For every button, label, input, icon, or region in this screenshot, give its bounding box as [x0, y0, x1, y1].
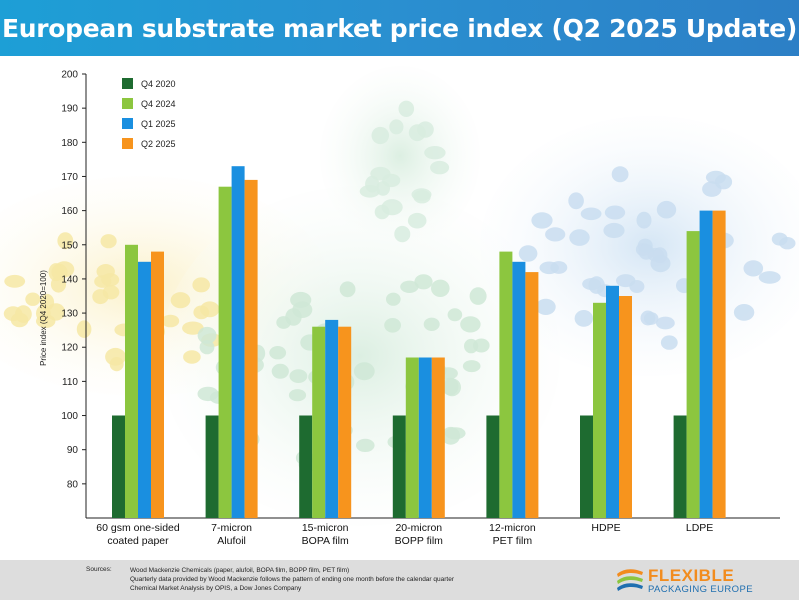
sources-label: Sources:: [86, 566, 112, 573]
y-tick-label: 100: [61, 411, 78, 422]
source-line: Chemical Market Analysis by OPIS, a Dow …: [130, 585, 302, 592]
logo-swoosh-icon: [617, 569, 643, 591]
y-tick-label: 140: [61, 274, 78, 285]
flexible-packaging-europe-logo: FLEXIBLE PACKAGING EUROPE: [616, 564, 756, 596]
category-label: BOPA film: [302, 535, 349, 547]
footer: Sources: Wood Mackenzie Chemicals (paper…: [0, 560, 799, 600]
y-tick-label: 90: [67, 445, 79, 456]
category-label: coated paper: [107, 535, 169, 547]
bar-q4-2024: [218, 186, 232, 518]
bar-q4-2024: [405, 357, 419, 518]
bar-q1-2025: [699, 210, 713, 518]
y-tick-label: 170: [61, 172, 78, 183]
bar-q2-2025: [619, 296, 632, 518]
bar-q4-2020: [580, 415, 593, 518]
bar-q2-2025: [151, 251, 164, 518]
y-tick-label: 80: [67, 479, 79, 490]
legend-swatch: [122, 138, 133, 149]
logo-text-flexible: FLEXIBLE: [648, 566, 735, 585]
y-axis-label: Price index (Q4 2020=100): [39, 270, 48, 366]
bar-q4-2020: [299, 415, 313, 518]
bar-q4-2024: [499, 251, 513, 518]
y-tick-label: 110: [62, 377, 78, 388]
category-label: LDPE: [686, 522, 713, 534]
y-tick-label: 120: [61, 343, 78, 354]
legend-swatch: [122, 78, 133, 89]
legend-label: Q4 2024: [141, 99, 176, 109]
bar-chart: 80 90 100 110 120 130 140 150 160 170 180 190 200 Pr…: [39, 70, 780, 547]
category-label: Alufoil: [217, 535, 246, 547]
category-label: 15-micron: [302, 522, 349, 534]
bar-q2-2025: [525, 272, 539, 518]
source-line: Wood Mackenzie Chemicals (paper, alufoil…: [130, 567, 350, 574]
legend-label: Q2 2025: [141, 139, 176, 149]
source-line: Quarterly data provided by Wood Mackenzi…: [130, 576, 454, 583]
bar-q4-2020: [486, 415, 500, 518]
bar-q4-2020: [673, 415, 687, 518]
logo-text-packaging-europe: PACKAGING EUROPE: [648, 584, 753, 595]
chart-title: European substrate market price index (Q…: [1, 13, 798, 43]
bar-q4-2020: [392, 415, 406, 518]
bar-q2-2025: [338, 326, 352, 518]
category-label: PET film: [493, 535, 533, 547]
y-tick-label: 160: [61, 206, 78, 217]
title-banner: European substrate market price index (Q…: [0, 0, 799, 56]
y-tick-label: 190: [61, 104, 78, 115]
y-tick-label: 180: [61, 138, 78, 149]
bar-q1-2025: [418, 357, 432, 518]
category-label: 60 gsm one-sided: [96, 522, 180, 534]
bar-q4-2020: [205, 415, 219, 518]
category-label: 7-micron: [211, 522, 252, 534]
sources-list: Wood Mackenzie Chemicals (paper, alufoil…: [130, 566, 454, 593]
y-tick-label: 130: [61, 309, 78, 320]
bar-q1-2025: [231, 166, 245, 518]
bar-q2-2025: [431, 357, 445, 518]
bar-q1-2025: [138, 261, 151, 518]
bar-q2-2025: [244, 179, 258, 518]
bar-q1-2025: [325, 319, 339, 518]
category-label: HDPE: [591, 522, 620, 534]
legend-label: Q1 2025: [141, 119, 176, 129]
y-tick-label: 200: [61, 70, 78, 81]
legend-swatch: [122, 118, 133, 129]
bar-q4-2024: [312, 326, 326, 518]
category-label: 12-micron: [489, 522, 536, 534]
legend-label: Q4 2020: [141, 79, 176, 89]
bar-q4-2024: [686, 231, 700, 518]
bar-q4-2024: [593, 302, 606, 518]
bar-q4-2020: [112, 415, 125, 518]
category-label: BOPP film: [395, 535, 443, 547]
bar-q2-2025: [712, 210, 726, 518]
bar-q1-2025: [512, 261, 526, 518]
bar-q4-2024: [125, 244, 138, 519]
bar-q1-2025: [606, 285, 619, 518]
y-tick-label: 150: [61, 240, 78, 251]
category-label: 20-micron: [395, 522, 442, 534]
legend-swatch: [122, 98, 133, 109]
